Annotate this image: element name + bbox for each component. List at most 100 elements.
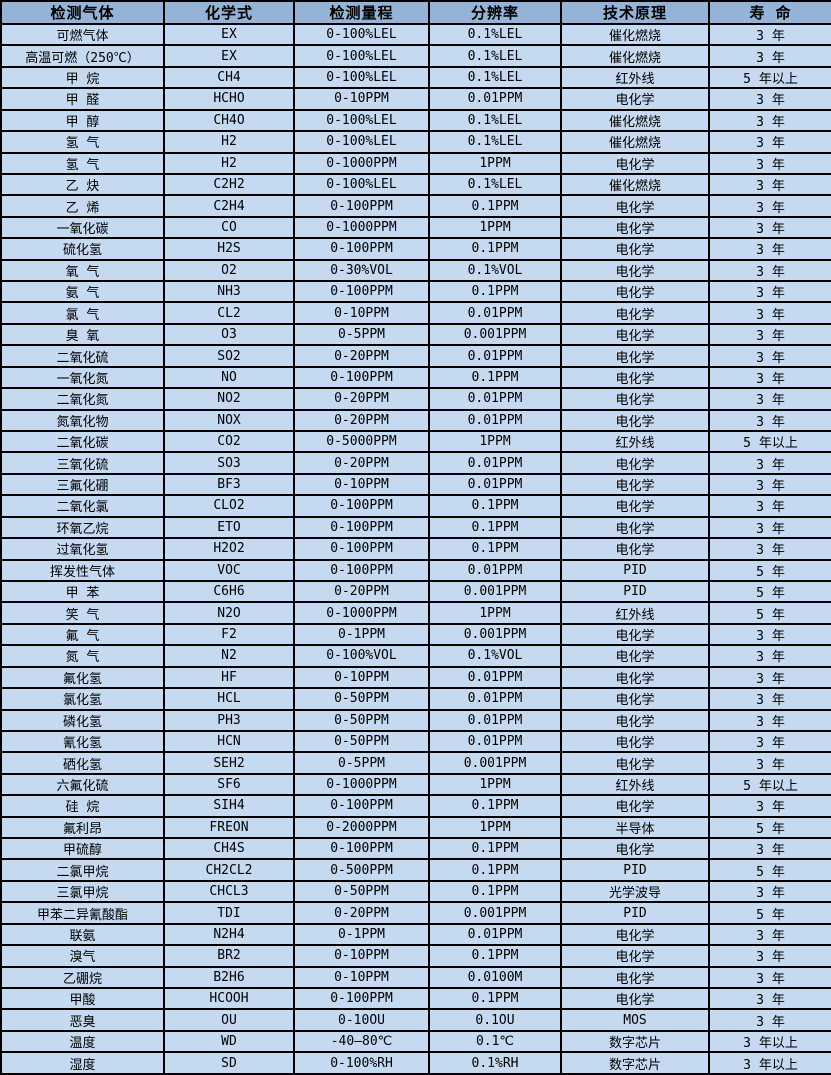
cell-formula: H2: [163, 130, 295, 154]
cell-range: 0-1PPM: [293, 922, 430, 947]
cell-range: 0-100%LEL: [293, 130, 430, 154]
cell-formula: FREON: [163, 815, 295, 840]
cell-gas: 磷化氢: [0, 708, 165, 732]
cell-resolution: 0.01PPM: [428, 301, 562, 325]
cell-formula: C6H6: [163, 579, 295, 604]
cell-formula: TDI: [163, 901, 295, 925]
cell-lifespan: 3 年: [708, 837, 831, 861]
cell-range: 0-50PPM: [293, 729, 430, 754]
cell-resolution: 0.1PPM: [428, 280, 562, 304]
cell-gas: 氟利昂: [0, 815, 165, 840]
cell-gas: 氧 气: [0, 258, 165, 283]
cell-resolution: 0.1℃: [428, 1029, 562, 1054]
cell-resolution: 0.001PPM: [428, 322, 562, 347]
cell-range: 0-5PPM: [293, 322, 430, 347]
cell-resolution: 0.1%LEL: [428, 108, 562, 133]
table-row: 笑 气 N2O 0-1000PPM 1PPM 红外线 5 年: [0, 601, 831, 625]
cell-formula: BR2: [163, 944, 295, 968]
cell-range: -40—80℃: [293, 1029, 430, 1054]
cell-range: 0-10PPM: [293, 944, 430, 968]
cell-principle: 红外线: [560, 601, 710, 625]
cell-range: 0-100PPM: [293, 837, 430, 861]
cell-principle: 电化学: [560, 387, 710, 411]
cell-range: 0-1PPM: [293, 622, 430, 647]
cell-principle: 电化学: [560, 986, 710, 1011]
cell-formula: O2: [163, 258, 295, 283]
cell-lifespan: 3 年: [708, 87, 831, 111]
cell-principle: 电化学: [560, 408, 710, 433]
cell-gas: 一氧化氮: [0, 365, 165, 390]
cell-lifespan: 3 年: [708, 1008, 831, 1032]
cell-resolution: 0.1%VOL: [428, 644, 562, 668]
cell-lifespan: 3 年: [708, 687, 831, 711]
cell-lifespan: 3 年: [708, 301, 831, 325]
cell-range: 0-100PPM: [293, 237, 430, 261]
cell-principle: 催化燃烧: [560, 22, 710, 47]
cell-formula: N2O: [163, 601, 295, 625]
cell-resolution: 0.001PPM: [428, 751, 562, 775]
cell-lifespan: 3 年: [708, 451, 831, 475]
cell-gas: 三氟化硼: [0, 472, 165, 497]
cell-gas: 甲硫醇: [0, 837, 165, 861]
cell-principle: 电化学: [560, 751, 710, 775]
cell-formula: CO2: [163, 429, 295, 454]
table-row: 联氨 N2H4 0-1PPM 0.01PPM 电化学 3 年: [0, 922, 831, 947]
cell-range: 0-50PPM: [293, 687, 430, 711]
cell-lifespan: 5 年: [708, 601, 831, 625]
cell-gas: 高温可燃（250℃）: [0, 44, 165, 68]
cell-lifespan: 3 年: [708, 729, 831, 754]
cell-gas: 氢 气: [0, 130, 165, 154]
cell-resolution: 0.1PPM: [428, 494, 562, 518]
table-row: 磷化氢 PH3 0-50PPM 0.01PPM 电化学 3 年: [0, 708, 831, 732]
cell-range: 0-20PPM: [293, 901, 430, 925]
cell-resolution: 0.001PPM: [428, 901, 562, 925]
cell-range: 0-20PPM: [293, 408, 430, 433]
cell-resolution: 0.1%VOL: [428, 258, 562, 283]
cell-principle: 电化学: [560, 258, 710, 283]
cell-range: 0-10PPM: [293, 301, 430, 325]
cell-lifespan: 3 年: [708, 879, 831, 904]
cell-range: 0-20PPM: [293, 451, 430, 475]
table-row: 环氧乙烷 ETO 0-100PPM 0.1PPM 电化学 3 年: [0, 515, 831, 540]
cell-formula: CHCL3: [163, 879, 295, 904]
cell-lifespan: 3 年: [708, 130, 831, 154]
cell-resolution: 0.1%LEL: [428, 44, 562, 68]
table-row: 甲 醛 HCHO 0-10PPM 0.01PPM 电化学 3 年: [0, 87, 831, 111]
cell-lifespan: 5 年: [708, 815, 831, 840]
cell-gas: 氯 气: [0, 301, 165, 325]
cell-resolution: 1PPM: [428, 772, 562, 797]
cell-principle: PID: [560, 858, 710, 882]
cell-resolution: 0.1PPM: [428, 879, 562, 904]
cell-formula: H2O2: [163, 537, 295, 561]
cell-resolution: 0.01PPM: [428, 729, 562, 754]
cell-range: 0-50PPM: [293, 708, 430, 732]
cell-range: 0-10PPM: [293, 87, 430, 111]
cell-resolution: 0.1%LEL: [428, 172, 562, 197]
cell-resolution: 0.01PPM: [428, 408, 562, 433]
cell-range: 0-20PPM: [293, 579, 430, 604]
cell-formula: ETO: [163, 515, 295, 540]
cell-gas: 乙硼烷: [0, 965, 165, 990]
cell-formula: HCHO: [163, 87, 295, 111]
cell-principle: 电化学: [560, 151, 710, 175]
cell-gas: 硒化氢: [0, 751, 165, 775]
cell-lifespan: 5 年以上: [708, 65, 831, 90]
cell-resolution: 0.1%LEL: [428, 22, 562, 47]
cell-range: 0-100PPM: [293, 494, 430, 518]
cell-principle: 催化燃烧: [560, 172, 710, 197]
table-row: 甲 烷 CH4 0-100%LEL 0.1%LEL 红外线 5 年以上: [0, 65, 831, 90]
cell-resolution: 0.01PPM: [428, 472, 562, 497]
cell-principle: 电化学: [560, 537, 710, 561]
table-row: 氰化氢 HCN 0-50PPM 0.01PPM 电化学 3 年: [0, 729, 831, 754]
cell-range: 0-100PPM: [293, 365, 430, 390]
cell-formula: B2H6: [163, 965, 295, 990]
cell-resolution: 1PPM: [428, 215, 562, 240]
cell-range: 0-500PPM: [293, 858, 430, 882]
cell-formula: NOX: [163, 408, 295, 433]
cell-range: 0-100%LEL: [293, 22, 430, 47]
cell-formula: SO2: [163, 344, 295, 368]
cell-gas: 环氧乙烷: [0, 515, 165, 540]
cell-formula: C2H4: [163, 194, 295, 218]
cell-gas: 氮氧化物: [0, 408, 165, 433]
cell-principle: 电化学: [560, 344, 710, 368]
